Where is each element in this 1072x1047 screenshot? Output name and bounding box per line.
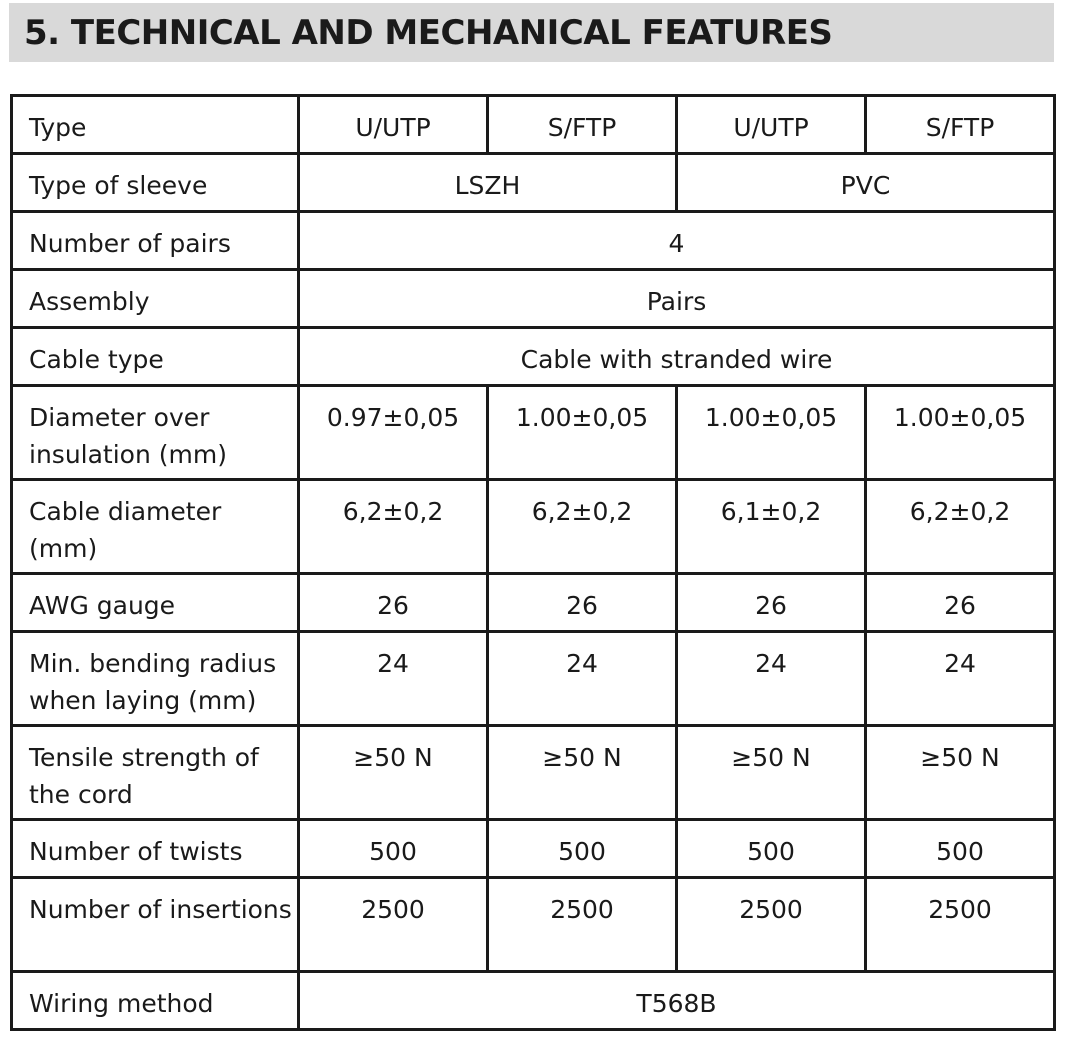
table-cell: 1.00±0,05: [486, 384, 678, 481]
row-label: Diameter over insulation (mm): [10, 384, 300, 481]
table-cell: 500: [675, 818, 867, 879]
row-label: Number of twists: [10, 818, 300, 879]
table-row-tensile: Tensile strength of the cord ≥50 N ≥50 N…: [10, 724, 1056, 821]
table-cell: 6,1±0,2: [675, 478, 867, 575]
table-cell: 2500: [297, 876, 489, 973]
table-cell: 24: [486, 630, 678, 727]
table-cell: 500: [864, 818, 1056, 879]
row-label: Type: [10, 94, 300, 155]
row-label: Wiring method: [10, 970, 300, 1031]
table-cell: 6,2±0,2: [864, 478, 1056, 575]
table-row-diameter-insulation: Diameter over insulation (mm) 0.97±0,05 …: [10, 384, 1056, 481]
table-cell: ≥50 N: [486, 724, 678, 821]
table-row-cable-diameter: Cable diameter (mm) 6,2±0,2 6,2±0,2 6,1±…: [10, 478, 1056, 575]
table-cell: 1.00±0,05: [675, 384, 867, 481]
table-cell: 24: [864, 630, 1056, 727]
table-row-awg: AWG gauge 26 26 26 26: [10, 572, 1056, 633]
table-cell: 6,2±0,2: [297, 478, 489, 575]
table-row-twists: Number of twists 500 500 500 500: [10, 818, 1056, 879]
table-cell: 2500: [486, 876, 678, 973]
table-cell: 26: [486, 572, 678, 633]
section-header: 5. TECHNICAL AND MECHANICAL FEATURES: [9, 3, 1054, 62]
table-cell: PVC: [675, 152, 1056, 213]
table-cell: 500: [486, 818, 678, 879]
row-label: Type of sleeve: [10, 152, 300, 213]
table-cell: 500: [297, 818, 489, 879]
table-cell: 0.97±0,05: [297, 384, 489, 481]
row-label: Number of insertions: [10, 876, 300, 973]
table-cell: T568B: [297, 970, 1056, 1031]
table-row-type: Type U/UTP S/FTP U/UTP S/FTP: [10, 94, 1056, 155]
table-cell: ≥50 N: [675, 724, 867, 821]
table-cell: 24: [675, 630, 867, 727]
table-cell: U/UTP: [675, 94, 867, 155]
row-label: Cable diameter (mm): [10, 478, 300, 575]
table-cell: Cable with stranded wire: [297, 326, 1056, 387]
table-cell: ≥50 N: [297, 724, 489, 821]
table-row-sleeve: Type of sleeve LSZH PVC: [10, 152, 1056, 213]
table-cell: 26: [864, 572, 1056, 633]
row-label: Cable type: [10, 326, 300, 387]
table-cell: 1.00±0,05: [864, 384, 1056, 481]
row-label: Min. bending radius when laying (mm): [10, 630, 300, 727]
table-cell: LSZH: [297, 152, 678, 213]
table-cell: U/UTP: [297, 94, 489, 155]
table-cell: 6,2±0,2: [486, 478, 678, 575]
table-row-cable-type: Cable type Cable with stranded wire: [10, 326, 1056, 387]
table-cell: 4: [297, 210, 1056, 271]
table-cell: 26: [297, 572, 489, 633]
table-cell: 24: [297, 630, 489, 727]
row-label: Tensile strength of the cord: [10, 724, 300, 821]
row-label: Number of pairs: [10, 210, 300, 271]
table-row-assembly: Assembly Pairs: [10, 268, 1056, 329]
table-cell: ≥50 N: [864, 724, 1056, 821]
table-row-bending: Min. bending radius when laying (mm) 24 …: [10, 630, 1056, 727]
spec-table: Type U/UTP S/FTP U/UTP S/FTP Type of sle…: [10, 94, 1056, 1031]
table-row-pairs: Number of pairs 4: [10, 210, 1056, 271]
table-cell: 2500: [864, 876, 1056, 973]
table-cell: S/FTP: [486, 94, 678, 155]
section-title: 5. TECHNICAL AND MECHANICAL FEATURES: [24, 13, 833, 53]
table-cell: S/FTP: [864, 94, 1056, 155]
row-label: Assembly: [10, 268, 300, 329]
table-cell: Pairs: [297, 268, 1056, 329]
row-label: AWG gauge: [10, 572, 300, 633]
table-row-wiring: Wiring method T568B: [10, 970, 1056, 1031]
table-cell: 2500: [675, 876, 867, 973]
table-cell: 26: [675, 572, 867, 633]
table-row-insertions: Number of insertions 2500 2500 2500 2500: [10, 876, 1056, 973]
